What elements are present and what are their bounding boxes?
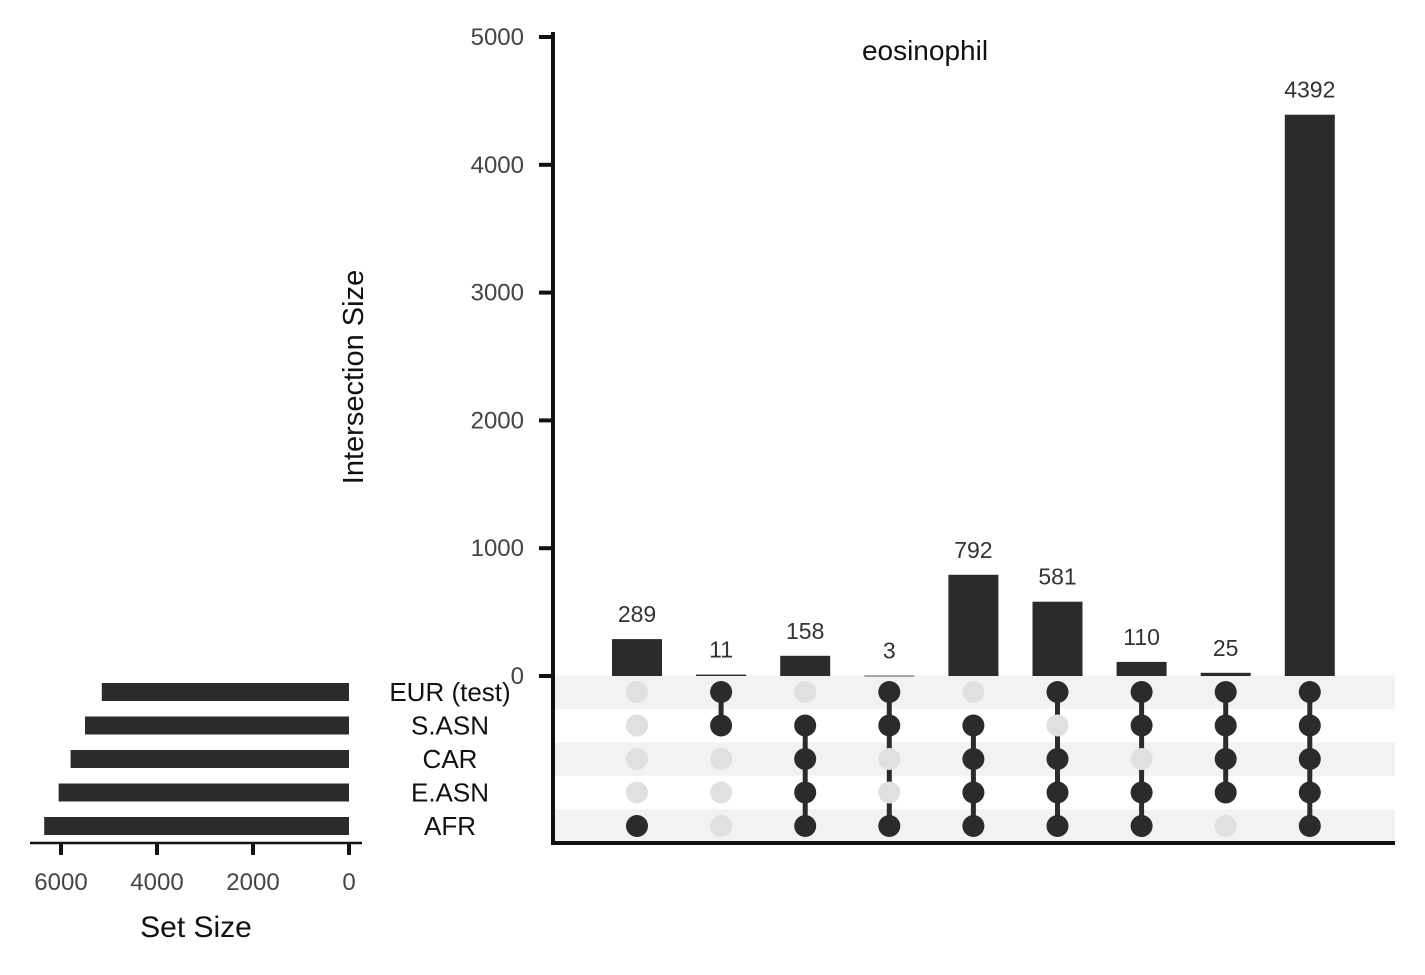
set-size-tick-label: 6000	[34, 869, 87, 896]
intersection-bar	[612, 639, 662, 676]
membership-dot-active	[1130, 815, 1153, 837]
membership-dot-active	[1130, 714, 1153, 737]
membership-dot-active	[962, 815, 985, 837]
membership-dot-inactive	[878, 781, 901, 804]
membership-dot-active	[1298, 748, 1321, 770]
membership-dot-active	[710, 681, 733, 703]
y-tick-label: 3000	[471, 280, 524, 307]
membership-dot-inactive	[1214, 815, 1237, 837]
membership-dot-active	[962, 714, 985, 737]
set-name-label: EUR (test)	[389, 677, 510, 707]
membership-dot-active	[1298, 815, 1321, 837]
intersection-value-label: 11	[709, 637, 733, 663]
membership-dot-inactive	[1046, 714, 1069, 737]
y-tick-label: 1000	[471, 535, 524, 562]
chart-title: eosinophil	[862, 35, 988, 66]
set-size-bar	[58, 783, 349, 802]
membership-dot-active	[1298, 781, 1321, 804]
membership-matrix	[626, 681, 1321, 837]
membership-dot-active	[1046, 815, 1069, 837]
set-size-tick-label: 2000	[226, 869, 279, 896]
set-name-label: E.ASN	[411, 778, 489, 808]
intersection-value-label: 4392	[1284, 77, 1335, 103]
y-tick-label: 0	[511, 663, 524, 690]
membership-dot-active	[1046, 781, 1069, 804]
y-tick-label: 5000	[471, 24, 524, 51]
intersection-bar	[1032, 601, 1083, 676]
intersection-value-label: 792	[954, 537, 992, 563]
intersection-bar	[696, 674, 747, 676]
membership-dot-active	[878, 681, 901, 703]
membership-dot-inactive	[710, 748, 733, 770]
membership-dot-active	[1214, 748, 1237, 770]
set-size-bar	[101, 683, 349, 701]
set-size-bar	[70, 750, 349, 768]
intersection-value-label: 3	[883, 638, 896, 664]
intersection-bar	[1200, 672, 1251, 676]
membership-dot-inactive	[1130, 748, 1153, 770]
membership-dot-active	[710, 714, 733, 737]
intersection-bar	[780, 655, 831, 676]
intersection-value-label: 289	[618, 601, 656, 627]
set-size-bars	[44, 683, 349, 835]
set-size-axis-label: Set Size	[140, 911, 252, 944]
membership-dot-active	[1130, 781, 1153, 804]
intersection-value-label: 581	[1038, 564, 1076, 590]
intersection-value-labels: 289 11 158 3 792 581 110 25 4392	[618, 77, 1336, 664]
membership-dot-active	[1130, 681, 1153, 703]
membership-dot-inactive	[626, 781, 648, 804]
membership-dot-inactive	[962, 681, 985, 703]
intersection-bar	[1284, 114, 1335, 676]
set-name-label: S.ASN	[411, 711, 489, 741]
membership-dot-active	[1298, 681, 1321, 703]
set-size-bar	[85, 716, 349, 735]
membership-dot-active	[794, 714, 817, 737]
membership-dot-active	[1046, 748, 1069, 770]
membership-dot-inactive	[626, 714, 648, 737]
membership-dot-inactive	[710, 815, 733, 837]
set-name-label: CAR	[423, 744, 478, 774]
intersection-bar	[864, 675, 915, 677]
membership-dot-active	[794, 748, 817, 770]
y-tick-label: 4000	[471, 152, 524, 179]
intersection-value-label: 25	[1213, 635, 1239, 661]
set-size-tick-label: 0	[342, 869, 355, 896]
intersection-bar	[1116, 661, 1167, 676]
membership-dot-active	[794, 815, 817, 837]
membership-dot-active	[962, 748, 985, 770]
membership-dot-active	[962, 781, 985, 804]
membership-dot-active	[878, 815, 901, 837]
membership-dot-active	[1214, 681, 1237, 703]
membership-dot-active	[794, 781, 817, 804]
intersection-bar	[948, 574, 999, 676]
intersection-bars	[612, 114, 1335, 677]
y-axis-label: Intersection Size	[338, 270, 370, 484]
membership-dot-inactive	[710, 781, 733, 804]
intersection-value-label: 110	[1123, 624, 1160, 650]
membership-dot-active	[1214, 781, 1237, 804]
membership-dot-inactive	[626, 681, 648, 703]
membership-dot-active	[878, 714, 901, 737]
membership-dot-inactive	[794, 681, 817, 703]
membership-dot-active	[1046, 681, 1069, 703]
y-tick-label: 2000	[471, 407, 524, 434]
set-size-tick-label: 4000	[130, 869, 183, 896]
set-size-bar	[44, 817, 349, 835]
membership-dot-active	[626, 815, 648, 837]
membership-dot-inactive	[626, 748, 648, 770]
intersection-value-label: 158	[786, 618, 824, 644]
membership-dot-inactive	[878, 748, 901, 770]
membership-dot-active	[1298, 714, 1321, 737]
membership-dot-active	[1214, 714, 1237, 737]
set-name-label: AFR	[424, 811, 476, 841]
